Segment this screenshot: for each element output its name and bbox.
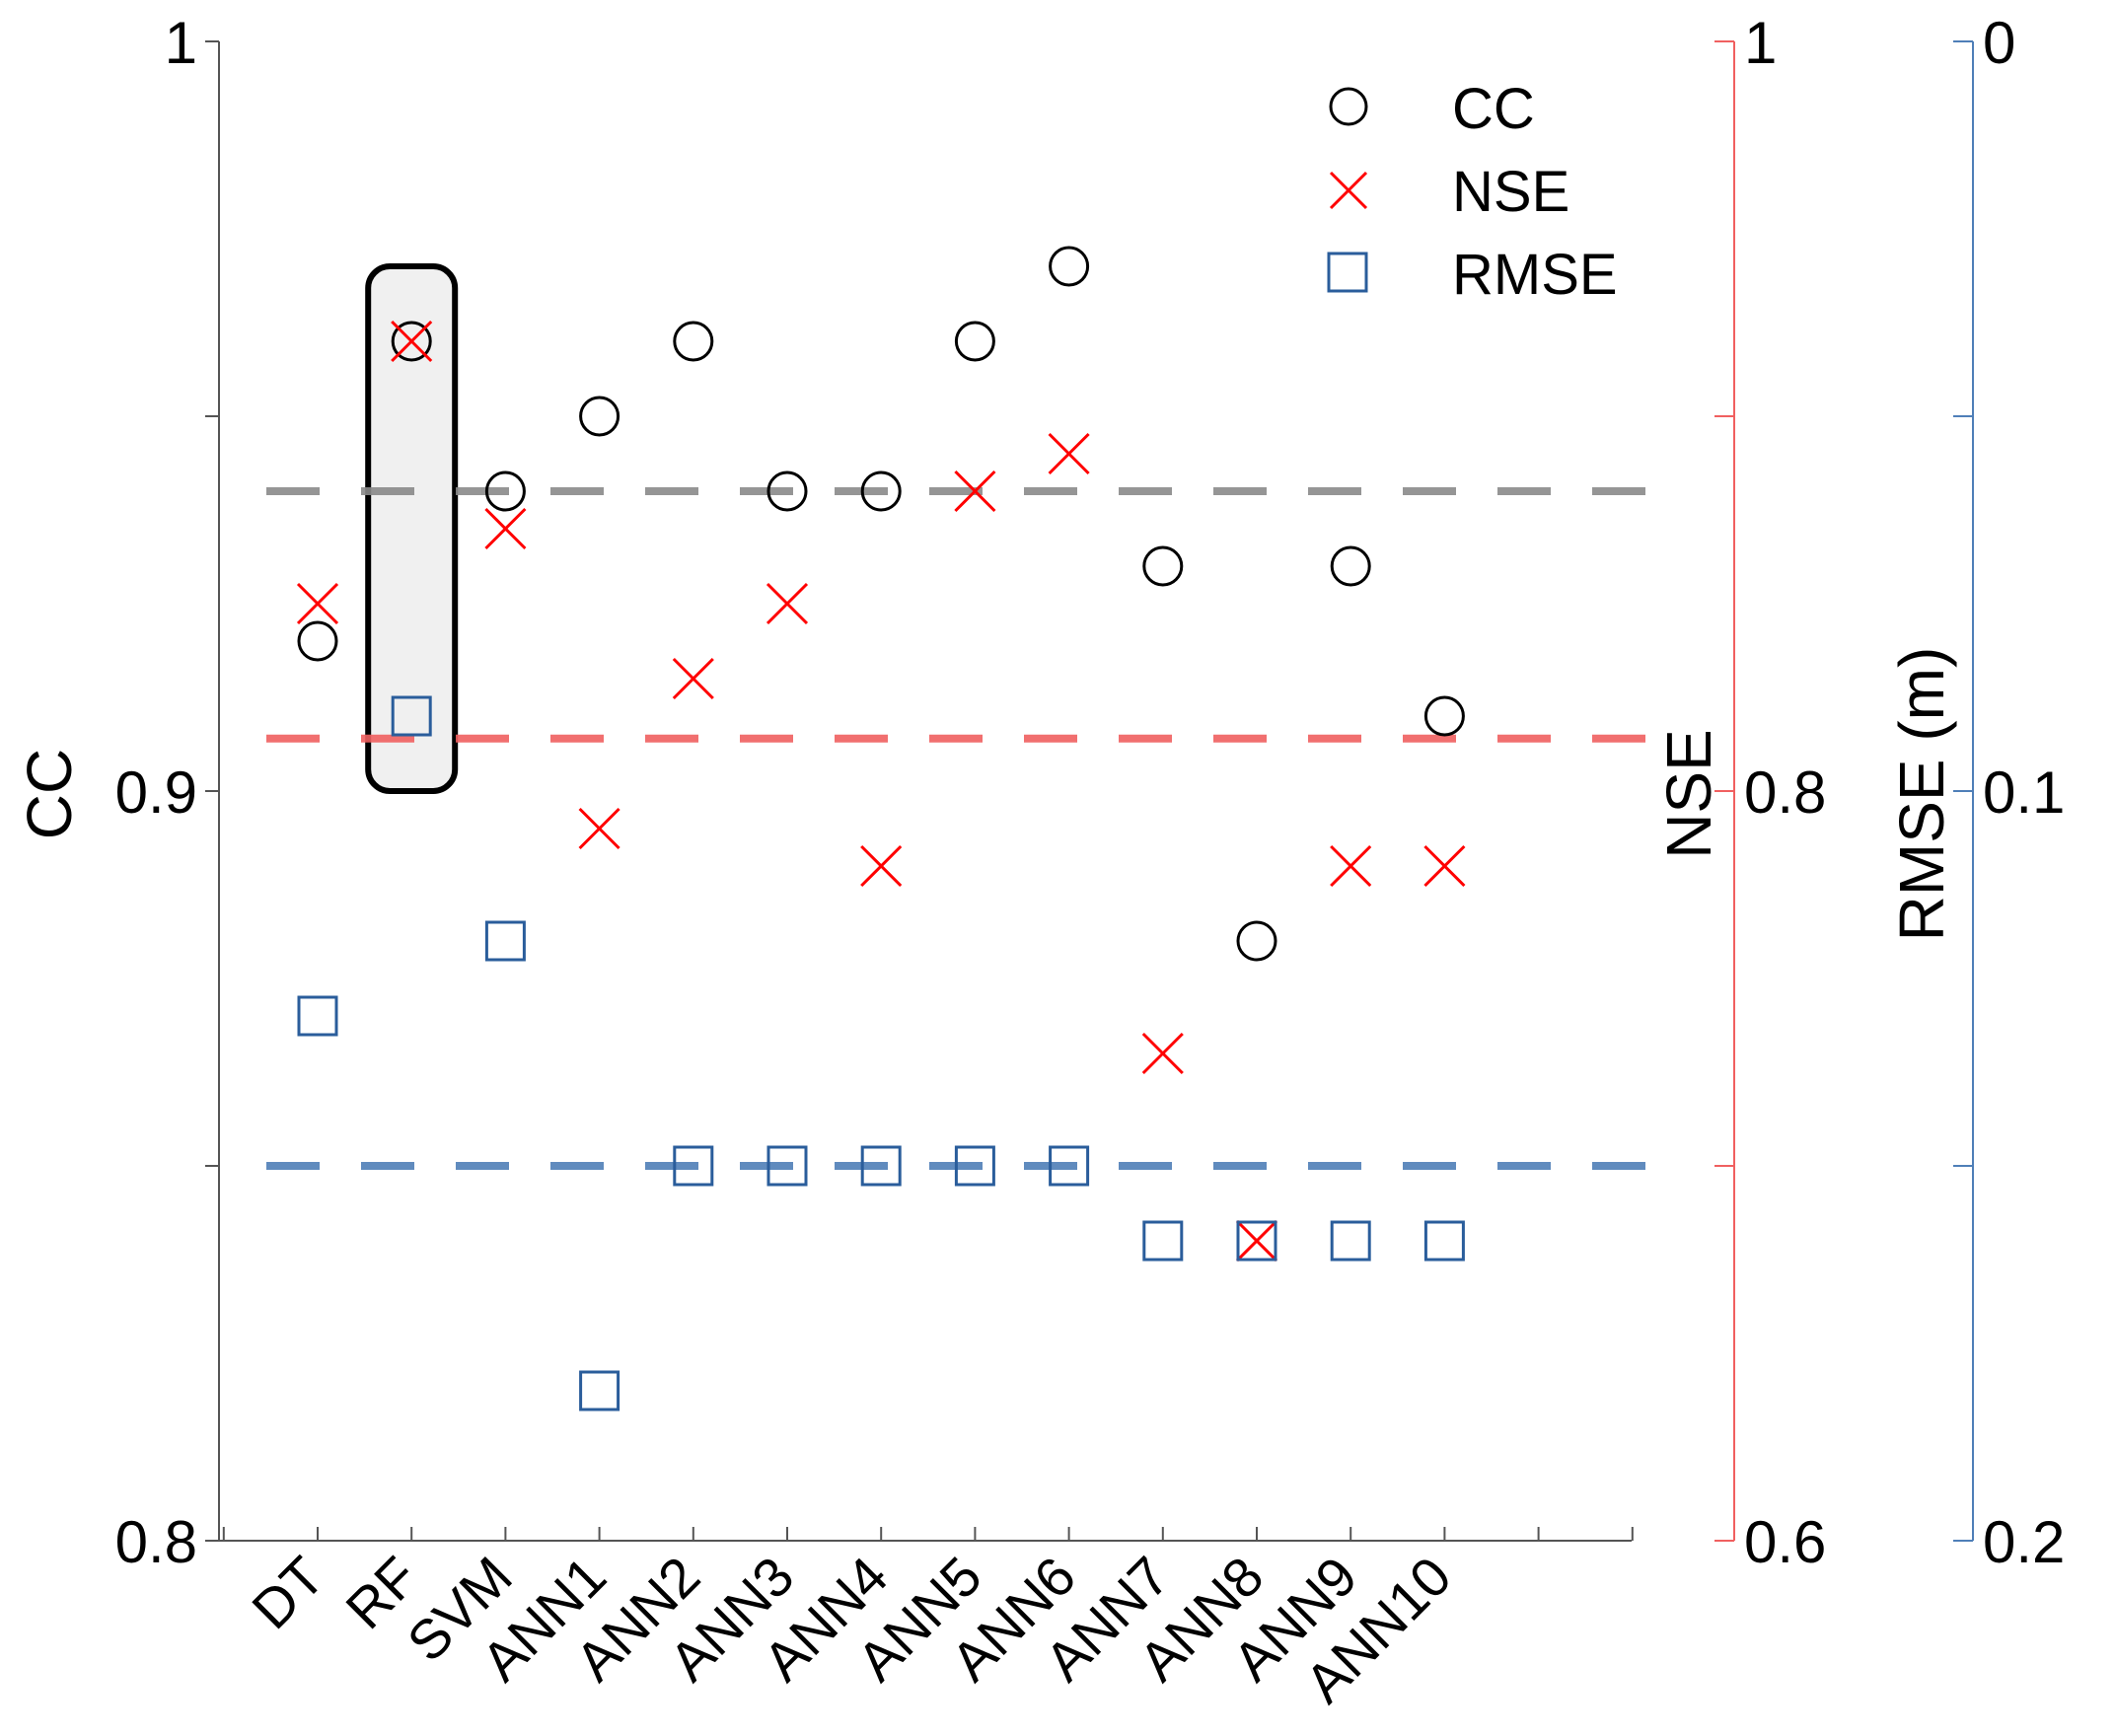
left-axis-tick-label: 0.9 (115, 760, 197, 826)
left-axis-tick-label: 0.8 (115, 1509, 197, 1575)
left-axis-tick-label: 1 (165, 10, 197, 76)
rmse-point-ann1 (579, 1370, 620, 1411)
rmse-point-ann6 (1049, 1145, 1090, 1187)
cc-point-ann7 (1142, 545, 1184, 587)
rmse-point-ann7 (1142, 1220, 1184, 1262)
rmse-axis-tick-label: 0 (1983, 10, 2015, 76)
rmse-axis-tick-label: 0.2 (1983, 1509, 2065, 1575)
x-tick-label-dt: DT (240, 1545, 335, 1640)
cc-point-ann2 (673, 321, 714, 362)
nse-point-ann6 (1048, 432, 1090, 475)
nse-point-ann8 (1235, 1219, 1278, 1263)
cc-point-ann9 (1330, 545, 1371, 587)
cc-point-rf (391, 321, 432, 362)
nse-point-ann7 (1141, 1032, 1184, 1075)
nse-axis-tick-label: 1 (1744, 10, 1777, 76)
nse-point-dt (296, 582, 339, 625)
nse-axis-title: NSE (1653, 729, 1724, 859)
nse-point-ann10 (1423, 844, 1466, 888)
rmse-point-ann10 (1423, 1220, 1465, 1262)
rmse-point-ann3 (766, 1145, 808, 1187)
nse-axis-tick-label: 0.8 (1744, 760, 1826, 826)
nse-point-ann1 (578, 807, 620, 850)
rmse-point-ann9 (1330, 1220, 1371, 1262)
legend-nse-label: NSE (1452, 160, 1569, 224)
cc-point-ann6 (1049, 246, 1090, 287)
legend-rmse-label: RMSE (1452, 243, 1618, 307)
rmse-axis-tick-label: 0.1 (1983, 760, 2065, 826)
nse-point-svm (484, 507, 527, 550)
cc-point-ann8 (1236, 920, 1277, 962)
rmse-point-ann8 (1236, 1220, 1277, 1262)
nse-point-ann4 (860, 844, 903, 888)
cc-point-ann3 (766, 470, 808, 512)
nse-point-ann3 (766, 582, 809, 625)
cc-point-ann10 (1423, 695, 1465, 737)
rmse-point-dt (297, 995, 338, 1037)
highlight-box-rf (365, 263, 459, 794)
legend-nse-marker (1329, 171, 1368, 210)
nse-point-ann5 (954, 470, 996, 513)
nse-point-ann9 (1330, 844, 1372, 888)
nse-axis-tick-label: 0.6 (1744, 1509, 1826, 1575)
cc-point-svm (484, 470, 526, 512)
legend-rmse-marker (1327, 252, 1368, 293)
legend: CC NSE RMSE (1327, 77, 1618, 307)
rmse-point-ann4 (860, 1145, 902, 1187)
rmse-point-ann2 (673, 1145, 714, 1187)
legend-cc-marker (1329, 87, 1368, 126)
cc-point-ann5 (954, 321, 995, 362)
legend-cc-label: CC (1452, 77, 1535, 141)
rmse-axis-title: RMSE (m) (1886, 647, 1957, 942)
rmse-point-ann5 (954, 1145, 995, 1187)
cc-point-ann4 (860, 470, 902, 512)
rmse-point-svm (484, 920, 526, 962)
left-axis-title: CC (14, 749, 85, 839)
rmse-point-rf (391, 695, 432, 737)
cc-point-dt (297, 620, 338, 662)
nse-point-ann2 (672, 657, 714, 700)
nse-point-rf (391, 320, 433, 363)
cc-point-ann1 (579, 396, 620, 437)
